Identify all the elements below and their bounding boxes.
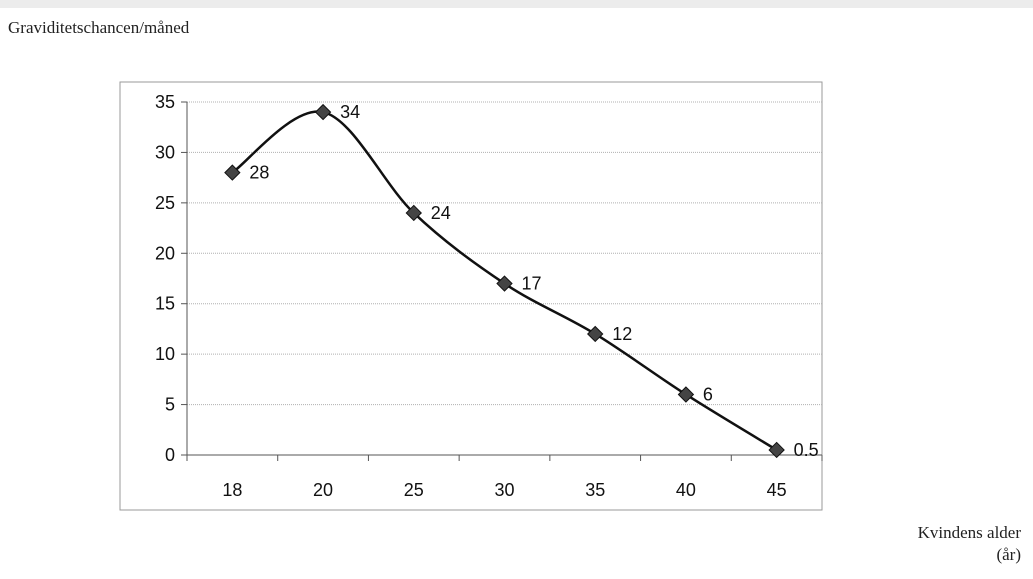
y-tick-label: 5	[165, 395, 175, 415]
x-tick-labels: 18 20 25 30 35 40 45	[222, 480, 786, 500]
x-axis-title: Kvindens alder (år)	[918, 522, 1021, 566]
data-point	[587, 325, 604, 343]
data-point	[405, 204, 422, 222]
x-tick-label: 30	[494, 480, 514, 500]
x-tick-label: 25	[404, 480, 424, 500]
y-tick-label: 10	[155, 344, 175, 364]
axes	[181, 101, 823, 461]
data-label: 12	[612, 324, 632, 344]
data-label: 24	[431, 203, 451, 223]
data-label: 0.5	[794, 440, 819, 460]
x-axis-title-line2: (år)	[996, 545, 1021, 564]
x-axis-title-line1: Kvindens alder	[917, 523, 1021, 542]
series-group	[224, 103, 785, 459]
chart-frame	[119, 81, 823, 511]
y-tick-label: 30	[155, 142, 175, 162]
x-tick-label: 18	[222, 480, 242, 500]
data-label: 6	[703, 384, 713, 404]
data-label: 17	[522, 274, 542, 294]
y-tick-label: 35	[155, 92, 175, 112]
y-tick-labels: 0 5 10 15 20 25 30 35	[155, 92, 175, 465]
x-tick-label: 35	[585, 480, 605, 500]
data-point	[314, 103, 332, 121]
y-axis-title: Graviditetschancen/måned	[8, 18, 190, 37]
data-label: 28	[249, 163, 269, 183]
x-tick-label: 20	[313, 480, 333, 500]
data-label: 34	[340, 102, 360, 122]
data-point	[224, 164, 241, 181]
x-tick-label: 45	[767, 480, 787, 500]
x-tick-label: 40	[676, 480, 696, 500]
data-point	[496, 275, 513, 292]
y-tick-label: 20	[155, 243, 175, 263]
y-tick-label: 15	[155, 294, 175, 314]
data-labels: 28 34 24 17 12 6 0.5	[249, 102, 818, 460]
data-point	[677, 386, 695, 403]
y-tick-label: 25	[155, 193, 175, 213]
y-tick-label: 0	[165, 445, 175, 465]
data-point	[768, 441, 785, 459]
top-band	[0, 0, 1033, 8]
